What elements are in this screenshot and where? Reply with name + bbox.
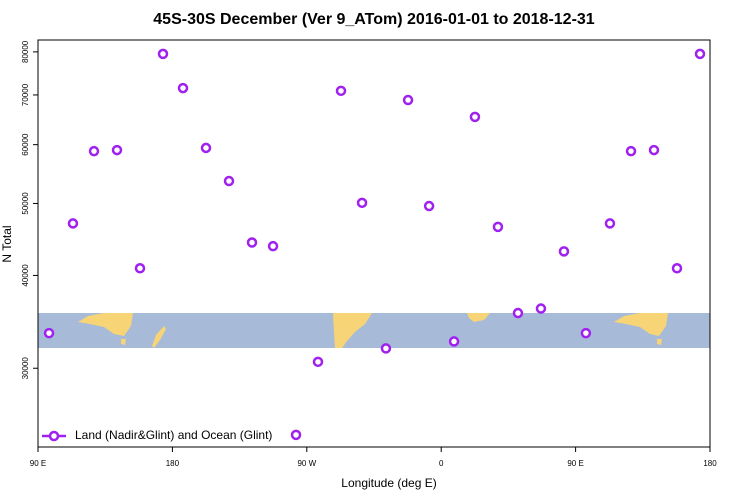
point xyxy=(535,303,547,314)
x-tick-label: 180 xyxy=(166,459,180,468)
point xyxy=(469,111,481,123)
chart-title: 45S-30S December (Ver 9_ATom) 2016-01-01… xyxy=(153,11,595,28)
y-tick-label: 70000 xyxy=(21,83,30,106)
point xyxy=(335,85,347,97)
legend-marker xyxy=(48,430,60,442)
point xyxy=(246,237,258,248)
point xyxy=(200,142,212,154)
point xyxy=(290,429,302,441)
y-tick-label: 60000 xyxy=(21,133,30,156)
map-band xyxy=(38,313,710,348)
y-axis-label: N Total xyxy=(0,225,14,262)
ocean xyxy=(38,313,710,348)
point xyxy=(625,145,637,157)
legend-label: Land (Nadir&Glint) and Ocean (Glint) xyxy=(75,428,272,442)
point xyxy=(694,48,706,60)
point xyxy=(512,307,524,319)
point xyxy=(580,327,592,339)
point xyxy=(604,218,616,229)
x-tick-label: 90 E xyxy=(567,459,583,468)
x-tick-label: 180 xyxy=(703,459,717,468)
point xyxy=(356,197,368,209)
point xyxy=(223,175,235,187)
point xyxy=(492,221,504,233)
point xyxy=(157,48,169,60)
point xyxy=(134,263,146,274)
point xyxy=(111,144,123,156)
point xyxy=(558,246,570,257)
point xyxy=(402,94,414,106)
y-tick-label: 50000 xyxy=(21,192,30,215)
point xyxy=(312,356,324,368)
point xyxy=(423,200,435,212)
point xyxy=(380,343,392,354)
point xyxy=(43,327,55,339)
x-tick-label: 90 E xyxy=(30,459,46,468)
y-tick-label: 80000 xyxy=(21,40,30,63)
point xyxy=(177,82,189,94)
x-tick-label: 0 xyxy=(439,459,444,468)
x-axis-label: Longitude (deg E) xyxy=(341,476,436,490)
point xyxy=(267,240,279,252)
point xyxy=(88,145,100,157)
land xyxy=(78,313,668,348)
x-tick-label: 90 W xyxy=(297,459,316,468)
point xyxy=(448,336,460,347)
point xyxy=(648,144,660,156)
point xyxy=(671,263,683,274)
point xyxy=(67,218,79,229)
y-tick-label: 30000 xyxy=(21,357,30,380)
plot-frame xyxy=(37,39,711,448)
y-tick-label: 40000 xyxy=(21,264,30,287)
